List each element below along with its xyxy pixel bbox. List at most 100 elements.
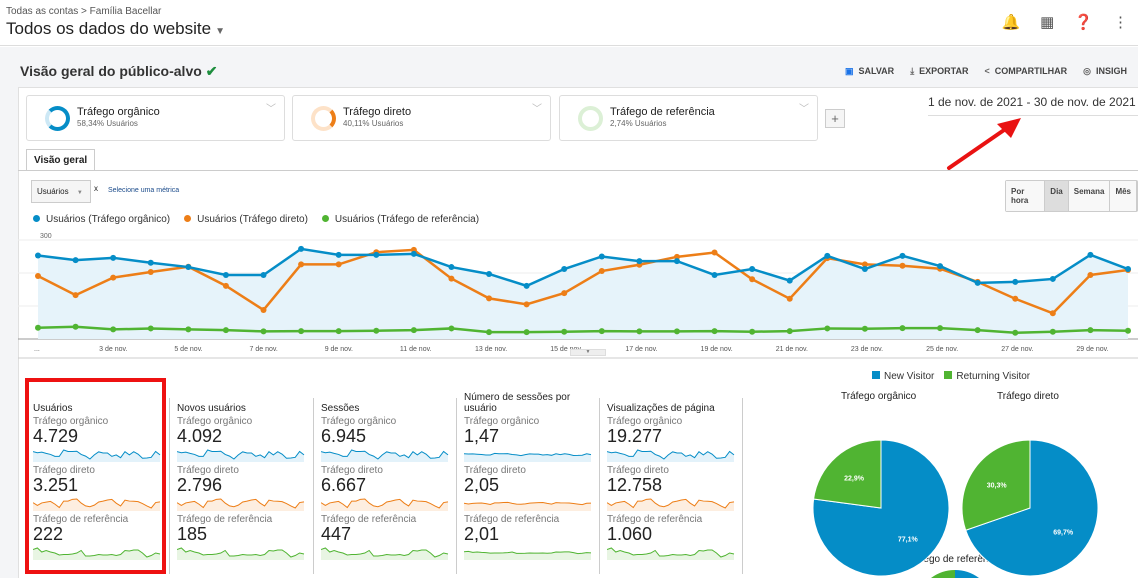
data-point bbox=[373, 327, 380, 334]
data-point bbox=[861, 261, 868, 268]
segment-percent: 40,11% Usuários bbox=[343, 119, 404, 128]
data-point bbox=[72, 323, 79, 330]
granularity-month[interactable]: Mês bbox=[1110, 181, 1137, 211]
date-range-picker[interactable]: 1 de nov. de 2021 - 30 de nov. de 2021 ▼ bbox=[928, 95, 1138, 116]
sparkline-area bbox=[177, 499, 304, 511]
users-line-chart: 100200300...3 de nov.5 de nov.7 de nov.9… bbox=[18, 233, 1138, 359]
metric-segment-label: Tráfego orgânico bbox=[464, 416, 540, 427]
sparkline bbox=[607, 547, 735, 560]
metric-value: 19.277 bbox=[607, 426, 663, 446]
data-point bbox=[373, 251, 380, 258]
add-segment-button[interactable]: + bbox=[825, 109, 845, 128]
data-point bbox=[147, 259, 154, 266]
x-tick-label: 5 de nov. bbox=[174, 346, 202, 353]
data-point bbox=[861, 266, 868, 273]
metric-title[interactable]: Sessões bbox=[321, 403, 360, 414]
data-point bbox=[937, 263, 944, 270]
granularity-hour[interactable]: Por hora bbox=[1006, 181, 1046, 211]
sparkline-line bbox=[607, 498, 735, 509]
chevron-down-icon[interactable]: ﹀ bbox=[266, 104, 276, 115]
legend-item[interactable]: Usuários (Tráfego direto) bbox=[184, 214, 308, 225]
pie-legend-item: New Visitor bbox=[872, 371, 934, 382]
legend-item[interactable]: Usuários (Tráfego orgânico) bbox=[33, 214, 170, 225]
pie-label: 22,9% bbox=[844, 475, 865, 482]
red-annotation-arrow bbox=[947, 118, 1021, 170]
segment-donut-icon bbox=[45, 106, 70, 131]
select-metric-link[interactable]: Selecione uma métrica bbox=[108, 187, 180, 194]
segment-card-organic[interactable]: Tráfego orgânico 58,34% Usuários ﹀ bbox=[26, 95, 285, 141]
metric-segment-label: Tráfego orgânico bbox=[321, 416, 397, 427]
sparkline bbox=[607, 498, 735, 511]
metric-select[interactable]: Usuários ▼ bbox=[31, 180, 91, 203]
insights-button[interactable]: ◎ INSIGH bbox=[1083, 66, 1127, 77]
tab-overview[interactable]: Visão geral bbox=[26, 149, 96, 171]
sparkline bbox=[177, 547, 305, 560]
data-point bbox=[260, 271, 267, 278]
data-point bbox=[749, 266, 756, 273]
segment-donut-icon bbox=[311, 106, 336, 131]
data-point bbox=[523, 329, 530, 336]
granularity-day[interactable]: Dia bbox=[1045, 181, 1069, 211]
data-point bbox=[899, 252, 906, 259]
segment-card-direct[interactable]: Tráfego direto 40,11% Usuários ﹀ bbox=[292, 95, 551, 141]
granularity-toggle: Por hora Dia Semana Mês bbox=[1005, 180, 1138, 212]
metric-column: Visualizações de página Tráfego orgânico 1… bbox=[607, 386, 747, 563]
x-tick-label: 21 de nov. bbox=[776, 346, 808, 353]
pie-slice-new bbox=[965, 439, 1099, 577]
data-point bbox=[410, 327, 417, 334]
export-label: EXPORTAR bbox=[919, 66, 969, 76]
granularity-week[interactable]: Semana bbox=[1068, 181, 1111, 211]
metric-segment-label: Tráfego orgânico bbox=[33, 416, 109, 427]
pie-legend-label: Returning Visitor bbox=[956, 371, 1031, 382]
data-point bbox=[786, 295, 793, 302]
metric-title[interactable]: Visualizações de página bbox=[607, 403, 715, 414]
chevron-down-icon[interactable]: ﹀ bbox=[532, 104, 542, 115]
sparkline-area bbox=[464, 453, 591, 462]
sparkline-line bbox=[33, 498, 161, 509]
data-point bbox=[335, 328, 342, 335]
page-title-text: Visão geral do público-alvo bbox=[20, 63, 202, 79]
remove-metric-button[interactable]: x bbox=[94, 184, 98, 193]
breadcrumb[interactable]: Todas as contas > Família Bacellar bbox=[6, 6, 162, 17]
metric-title[interactable]: Usuários bbox=[33, 403, 73, 414]
x-tick-label: 25 de nov. bbox=[926, 346, 958, 353]
save-label: SALVAR bbox=[858, 66, 895, 76]
sparkline bbox=[33, 547, 161, 560]
chart-collapse-handle[interactable]: ▼ bbox=[570, 349, 606, 356]
metric-title[interactable]: Novos usuários bbox=[177, 403, 246, 414]
sparkline bbox=[464, 452, 592, 462]
chevron-down-icon[interactable]: ﹀ bbox=[799, 104, 809, 115]
legend-dot-icon bbox=[184, 215, 192, 222]
caret-down-icon: ▼ bbox=[76, 190, 83, 196]
metric-segment-label: Tráfego de referência bbox=[464, 514, 560, 525]
pie-slice-new bbox=[812, 439, 950, 577]
chart-legend: Usuários (Tráfego orgânico) Usuários (Tr… bbox=[33, 214, 479, 225]
segment-card-referral[interactable]: Tráfego de referência 2,74% Usuários ﹀ bbox=[559, 95, 818, 141]
pie-label: 30,3% bbox=[987, 482, 1008, 489]
export-button[interactable]: ⤓ EXPORTAR bbox=[910, 66, 968, 77]
sparkline bbox=[177, 449, 305, 462]
metric-title[interactable]: Número de sessões por usuário bbox=[464, 392, 571, 414]
apps-icon[interactable]: ▦ bbox=[1040, 14, 1055, 31]
data-point bbox=[1012, 278, 1019, 285]
x-tick-label: 3 de nov. bbox=[99, 346, 127, 353]
data-point bbox=[35, 272, 41, 279]
share-button[interactable]: < COMPARTILHAR bbox=[985, 66, 1068, 77]
legend-item[interactable]: Usuários (Tráfego de referência) bbox=[321, 214, 479, 225]
data-point bbox=[260, 306, 267, 313]
metric-value: 12.758 bbox=[607, 475, 663, 495]
more-vert-icon[interactable]: ⋮ bbox=[1113, 14, 1128, 31]
help-icon[interactable]: ❓ bbox=[1074, 14, 1093, 31]
save-icon: ▣ bbox=[845, 66, 854, 76]
sparkline bbox=[321, 449, 449, 462]
data-point bbox=[1049, 328, 1056, 335]
bell-icon[interactable]: 🔔 bbox=[1001, 14, 1021, 31]
data-point bbox=[448, 264, 455, 271]
data-point bbox=[222, 271, 229, 278]
save-button[interactable]: ▣ SALVAR bbox=[845, 66, 894, 77]
sparkline-area bbox=[321, 450, 448, 462]
data-point bbox=[598, 268, 605, 275]
metric-segment-label: Tráfego direto bbox=[464, 465, 526, 476]
data-point bbox=[636, 328, 643, 335]
account-view-selector[interactable]: Todos os dados do website ▼ bbox=[6, 19, 225, 39]
